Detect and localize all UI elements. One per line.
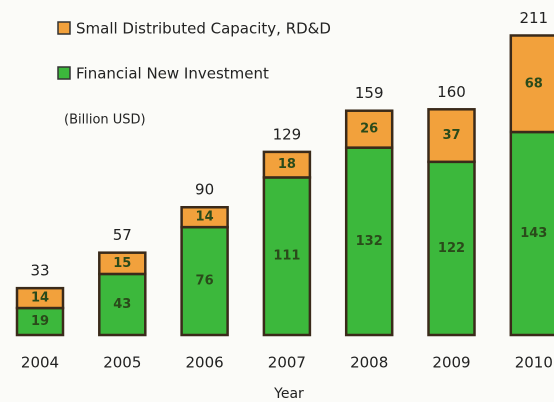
segment-label: 143 bbox=[520, 226, 547, 241]
bar-segment bbox=[509, 130, 554, 337]
segment-label: 43 bbox=[113, 297, 131, 312]
segment-label: 132 bbox=[356, 234, 383, 249]
x-tick-label: 2004 bbox=[21, 354, 59, 372]
legend-swatch bbox=[57, 21, 71, 35]
bar-segment bbox=[180, 205, 229, 229]
segment-label: 37 bbox=[442, 128, 460, 143]
segment-label: 76 bbox=[196, 274, 214, 289]
x-tick-label: 2006 bbox=[186, 354, 224, 372]
bar-segment bbox=[180, 225, 229, 337]
bar-segment bbox=[344, 146, 394, 337]
total-label: 129 bbox=[273, 125, 302, 143]
segment-label: 26 bbox=[360, 122, 378, 137]
total-label: 33 bbox=[30, 262, 49, 280]
x-tick-label: 2010 bbox=[515, 354, 553, 372]
segment-label: 14 bbox=[196, 210, 214, 225]
segment-label: 122 bbox=[438, 241, 465, 256]
segment-label: 15 bbox=[113, 256, 131, 271]
segment-label: 68 bbox=[525, 76, 543, 91]
bar-segment bbox=[98, 251, 147, 276]
bar-segment bbox=[344, 109, 394, 149]
total-label: 159 bbox=[355, 84, 384, 102]
bar-segment bbox=[427, 108, 476, 164]
segment-label: 19 bbox=[31, 314, 49, 329]
total-label: 57 bbox=[113, 226, 132, 244]
bar-segment bbox=[427, 160, 476, 337]
bar-segment bbox=[262, 150, 312, 179]
legend-label: Financial New Investment bbox=[76, 65, 269, 83]
legend-label: Small Distributed Capacity, RD&D bbox=[76, 20, 331, 38]
bar-segment bbox=[262, 176, 312, 337]
x-tick-label: 2008 bbox=[350, 354, 388, 372]
x-tick-label: 2009 bbox=[432, 354, 470, 372]
legend-swatch bbox=[57, 66, 71, 80]
segment-label: 14 bbox=[31, 291, 49, 306]
x-axis-label: Year bbox=[273, 386, 304, 402]
bar-segment bbox=[15, 286, 65, 310]
segment-label: 111 bbox=[273, 249, 300, 264]
bar-segment bbox=[509, 34, 554, 134]
bar-segment bbox=[15, 306, 65, 337]
segment-label: 18 bbox=[278, 157, 296, 172]
total-label: 211 bbox=[519, 9, 548, 27]
total-label: 90 bbox=[195, 181, 214, 199]
total-label: 160 bbox=[437, 83, 466, 101]
unit-label: (Billion USD) bbox=[64, 113, 146, 128]
x-tick-label: 2007 bbox=[268, 354, 306, 372]
x-tick-label: 2005 bbox=[103, 354, 141, 372]
